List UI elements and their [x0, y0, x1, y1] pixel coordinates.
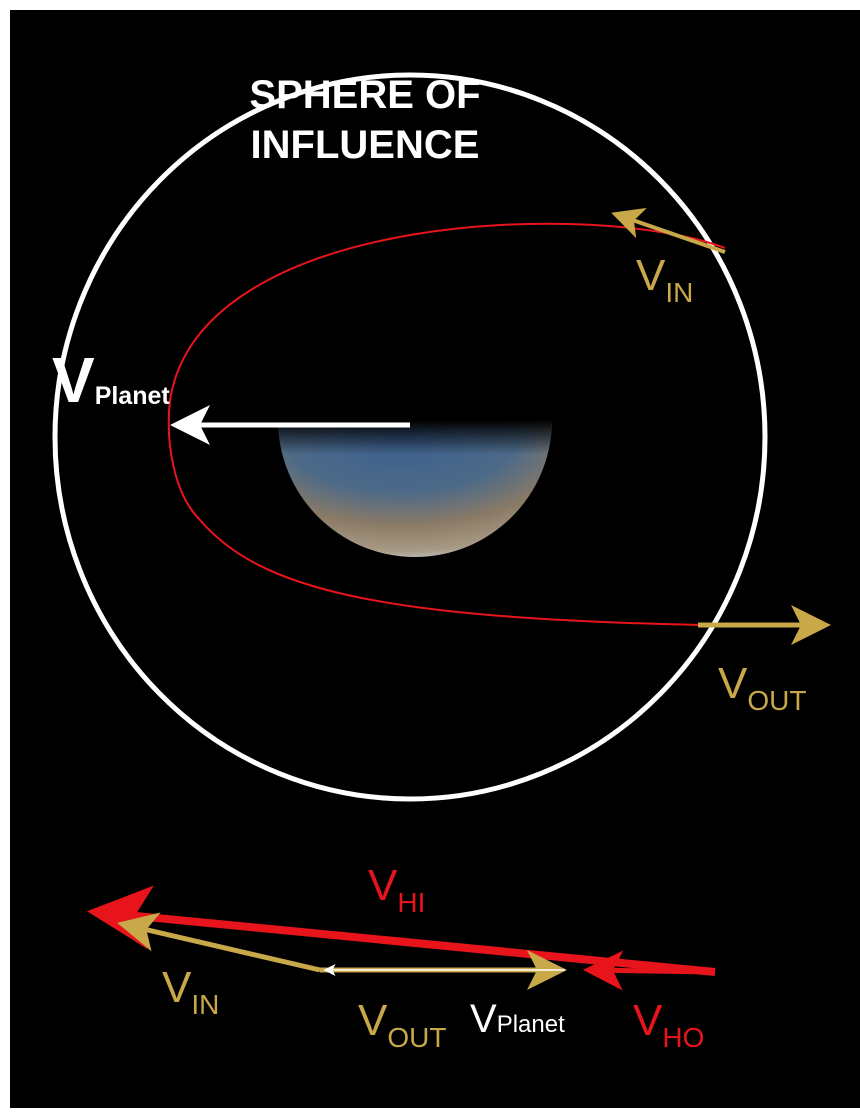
title-line: INFLUENCE	[251, 123, 480, 167]
planet-shade	[278, 420, 552, 557]
trajectory	[167, 222, 726, 626]
label: VPlanet	[470, 997, 565, 1041]
label: VHI	[368, 861, 425, 918]
title-line: SPHERE OF	[249, 73, 480, 117]
sphere-of-influence	[52, 72, 768, 802]
label: VIN	[636, 251, 693, 308]
label: VIN	[162, 963, 219, 1020]
v-in-arrow-bottom	[117, 912, 321, 973]
label: VOUT	[358, 996, 446, 1053]
label: VOUT	[718, 659, 806, 716]
v-in-arrow	[611, 208, 726, 254]
v-ho-arrow	[583, 950, 716, 991]
label: VHO	[633, 996, 704, 1053]
label: VPlanet	[52, 344, 170, 416]
